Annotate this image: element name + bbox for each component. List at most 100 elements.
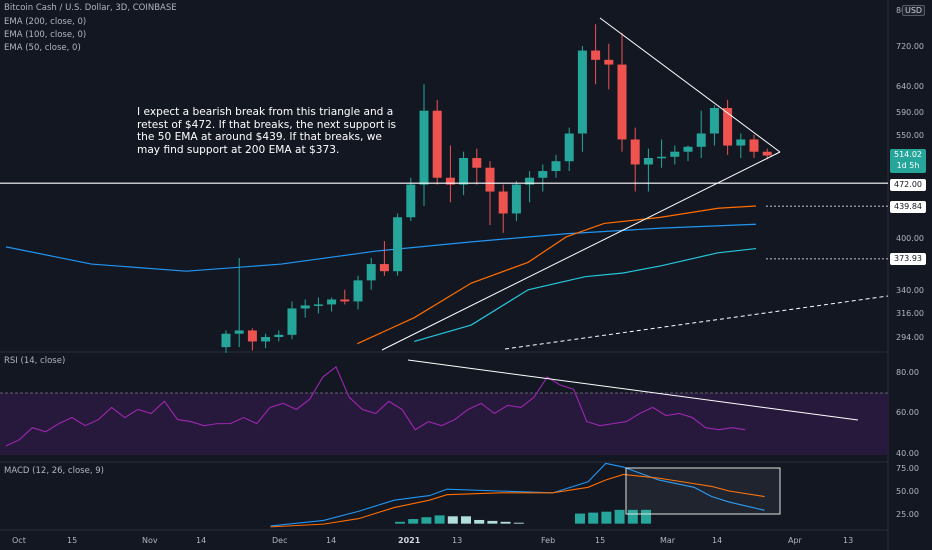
candle-body xyxy=(472,158,482,168)
ema200-legend: EMA (200, close, 0) xyxy=(4,17,87,27)
rsi-tick-80: 80.00 xyxy=(896,368,919,377)
last-price: 514.02 xyxy=(894,150,922,159)
candle-body xyxy=(221,333,231,348)
time-tick-feb: Feb xyxy=(541,536,555,545)
pane-separators xyxy=(0,0,889,550)
ema50-value-tag: 439.84 xyxy=(890,201,926,213)
bar-countdown: 1d 5h xyxy=(896,161,920,170)
candle-body xyxy=(604,59,614,65)
macd-highlight-box xyxy=(625,467,781,515)
macd-histogram-bar xyxy=(575,513,585,524)
time-tick-15b: 15 xyxy=(595,536,605,545)
currency-button[interactable]: USD xyxy=(902,5,926,16)
macd-histogram-bar xyxy=(601,511,612,524)
candle-body xyxy=(432,110,442,178)
macd-tick-75: 75.00 xyxy=(896,464,919,473)
descending-resistance-line xyxy=(599,17,781,153)
time-tick-14a: 14 xyxy=(196,536,206,545)
candle-body xyxy=(366,264,376,281)
time-tick-13b: 13 xyxy=(843,536,853,545)
analysis-note: I expect a bearish break from this trian… xyxy=(137,106,397,156)
candle-body xyxy=(762,151,772,156)
macd-histogram-bar xyxy=(395,521,405,524)
ema100-line xyxy=(357,205,757,345)
macd-histogram-bar xyxy=(434,515,445,524)
candle-body xyxy=(300,305,310,309)
macd-histogram-bar xyxy=(588,512,599,524)
price-tick-294: 294.00 xyxy=(896,333,924,342)
price-tick-720: 720.00 xyxy=(896,42,924,51)
macd-histogram-bar xyxy=(474,519,485,524)
price-tick-400: 400.00 xyxy=(896,234,924,243)
candle-body xyxy=(696,133,706,147)
last-price-tag: 514.02 1d 5h xyxy=(890,149,926,173)
candle-body xyxy=(670,151,680,157)
candle-body xyxy=(327,299,337,305)
candle-body xyxy=(591,50,601,60)
macd-histogram-bar xyxy=(500,521,511,524)
candle-body xyxy=(657,156,667,159)
time-tick-dec: Dec xyxy=(272,536,287,545)
candle-body xyxy=(459,158,469,185)
candle-body xyxy=(287,308,297,335)
ema50-legend: EMA (50, close, 0) xyxy=(4,43,81,53)
macd-histogram-bar xyxy=(614,509,625,524)
time-axis: Oct 15 Nov 14 Dec 14 2021 13 Feb 15 Mar … xyxy=(12,536,853,545)
symbol-title: Bitcoin Cash / U.S. Dollar, 3D, COINBASE xyxy=(4,3,177,13)
candle-body xyxy=(709,107,719,134)
candle-body xyxy=(353,280,363,302)
signal-line xyxy=(270,473,765,528)
candle-body xyxy=(551,161,561,172)
candle-body xyxy=(564,133,574,162)
candle-body xyxy=(736,139,746,146)
macd-histogram-bar xyxy=(447,516,458,524)
candle-body xyxy=(419,110,429,185)
candle-body xyxy=(498,191,508,214)
rsi-tick-60: 60.00 xyxy=(896,408,919,417)
time-tick-2021: 2021 xyxy=(398,536,421,545)
support-472-tag: 472.00 xyxy=(890,179,926,191)
price-tick-640: 640.00 xyxy=(896,82,924,91)
macd-histogram-bar xyxy=(421,517,432,524)
candle-body xyxy=(630,139,640,165)
candle-body xyxy=(683,146,693,152)
candle-body xyxy=(247,330,257,342)
rsi-tick-40: 40.00 xyxy=(896,449,919,458)
time-tick-14b: 14 xyxy=(326,536,336,545)
dashed-support-line xyxy=(504,295,889,350)
ascending-support-line xyxy=(381,151,781,351)
macd-legend: MACD (12, 26, close, 9) xyxy=(4,466,104,476)
time-tick-apr: Apr xyxy=(788,536,803,545)
candle-body xyxy=(643,158,653,165)
candle-body xyxy=(393,217,403,272)
ema200-value-tag: 373.93 xyxy=(890,253,926,265)
ema100-legend: EMA (100, close, 0) xyxy=(4,30,87,40)
candle-body xyxy=(485,167,495,192)
macd-histogram-bar xyxy=(513,522,524,524)
candle-body xyxy=(617,64,627,140)
macd-tick-50: 50.00 xyxy=(896,487,919,496)
time-tick-13a: 13 xyxy=(452,536,462,545)
ema200-line xyxy=(5,223,757,272)
time-tick-oct: Oct xyxy=(12,536,26,545)
time-tick-mar: Mar xyxy=(660,536,676,545)
macd-histogram-bar xyxy=(641,509,651,524)
price-tick-550: 550.00 xyxy=(896,131,924,140)
candle-body xyxy=(511,184,521,214)
candle-body xyxy=(525,177,535,185)
candle-body xyxy=(313,304,323,306)
candle-body xyxy=(445,177,455,185)
rsi-line xyxy=(5,366,746,447)
price-tick-590: 590.00 xyxy=(896,108,924,117)
time-tick-14c: 14 xyxy=(712,536,722,545)
macd-tick-25: 25.00 xyxy=(896,510,919,519)
price-tick-316: 316.00 xyxy=(896,309,924,318)
candle-body xyxy=(234,330,244,334)
macd-histogram-bar xyxy=(461,516,471,524)
candle-body xyxy=(340,299,350,302)
candle-body xyxy=(406,184,416,218)
macd-histogram-bar xyxy=(408,519,419,524)
rsi-legend: RSI (14, close) xyxy=(4,356,66,366)
candle-body xyxy=(274,334,284,337)
macd-histogram-bar xyxy=(487,520,498,524)
